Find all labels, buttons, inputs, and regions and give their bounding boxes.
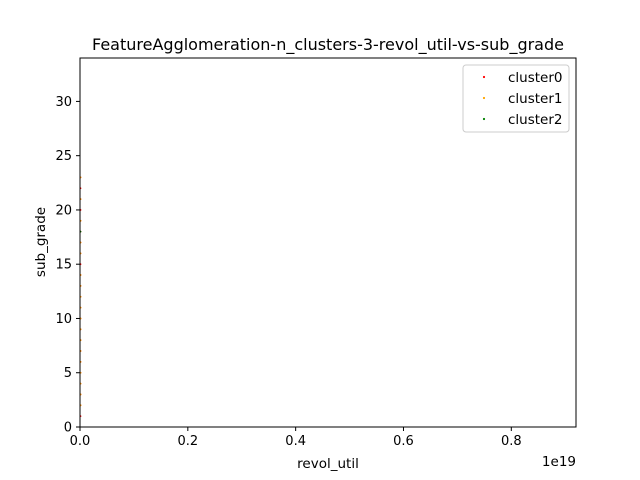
legend-label: cluster2 (508, 112, 563, 128)
x-tick-label: 0.6 (393, 434, 414, 449)
x-tick-label: 0.4 (285, 434, 306, 449)
y-tick-label: 5 (64, 366, 72, 381)
legend-items: cluster0 cluster1 cluster2 (482, 70, 563, 128)
legend-label: cluster1 (508, 91, 563, 107)
x-axis-label: revol_util (297, 456, 359, 472)
legend-marker-cluster1 (482, 96, 486, 100)
chart-title: FeatureAgglomeration-n_clusters-3-revol_… (92, 35, 564, 55)
y-tick-label: 15 (55, 258, 72, 273)
x-tick-label: 0.2 (177, 434, 198, 449)
legend-box (462, 64, 570, 133)
x-axis: 0.0 0.2 0.4 0.6 0.8 (70, 427, 522, 449)
x-axis-offset-text: 1e19 (542, 454, 576, 470)
y-axis-label: sub_grade (33, 207, 49, 277)
y-tick-label: 0 (64, 421, 72, 436)
plot-frame (79, 57, 577, 428)
y-axis: 0 5 10 15 20 25 30 (55, 95, 80, 436)
y-tick-label: 30 (55, 95, 72, 110)
legend: cluster0 cluster1 cluster2 (462, 64, 570, 133)
legend-marker-cluster0 (482, 75, 486, 79)
y-tick-label: 10 (55, 312, 72, 327)
x-tick-label: 0.8 (501, 434, 522, 449)
legend-label: cluster0 (508, 70, 563, 86)
y-tick-label: 20 (55, 203, 72, 218)
legend-marker-cluster2 (482, 117, 486, 121)
y-tick-label: 25 (55, 149, 72, 164)
x-tick-label: 0.0 (70, 434, 91, 449)
